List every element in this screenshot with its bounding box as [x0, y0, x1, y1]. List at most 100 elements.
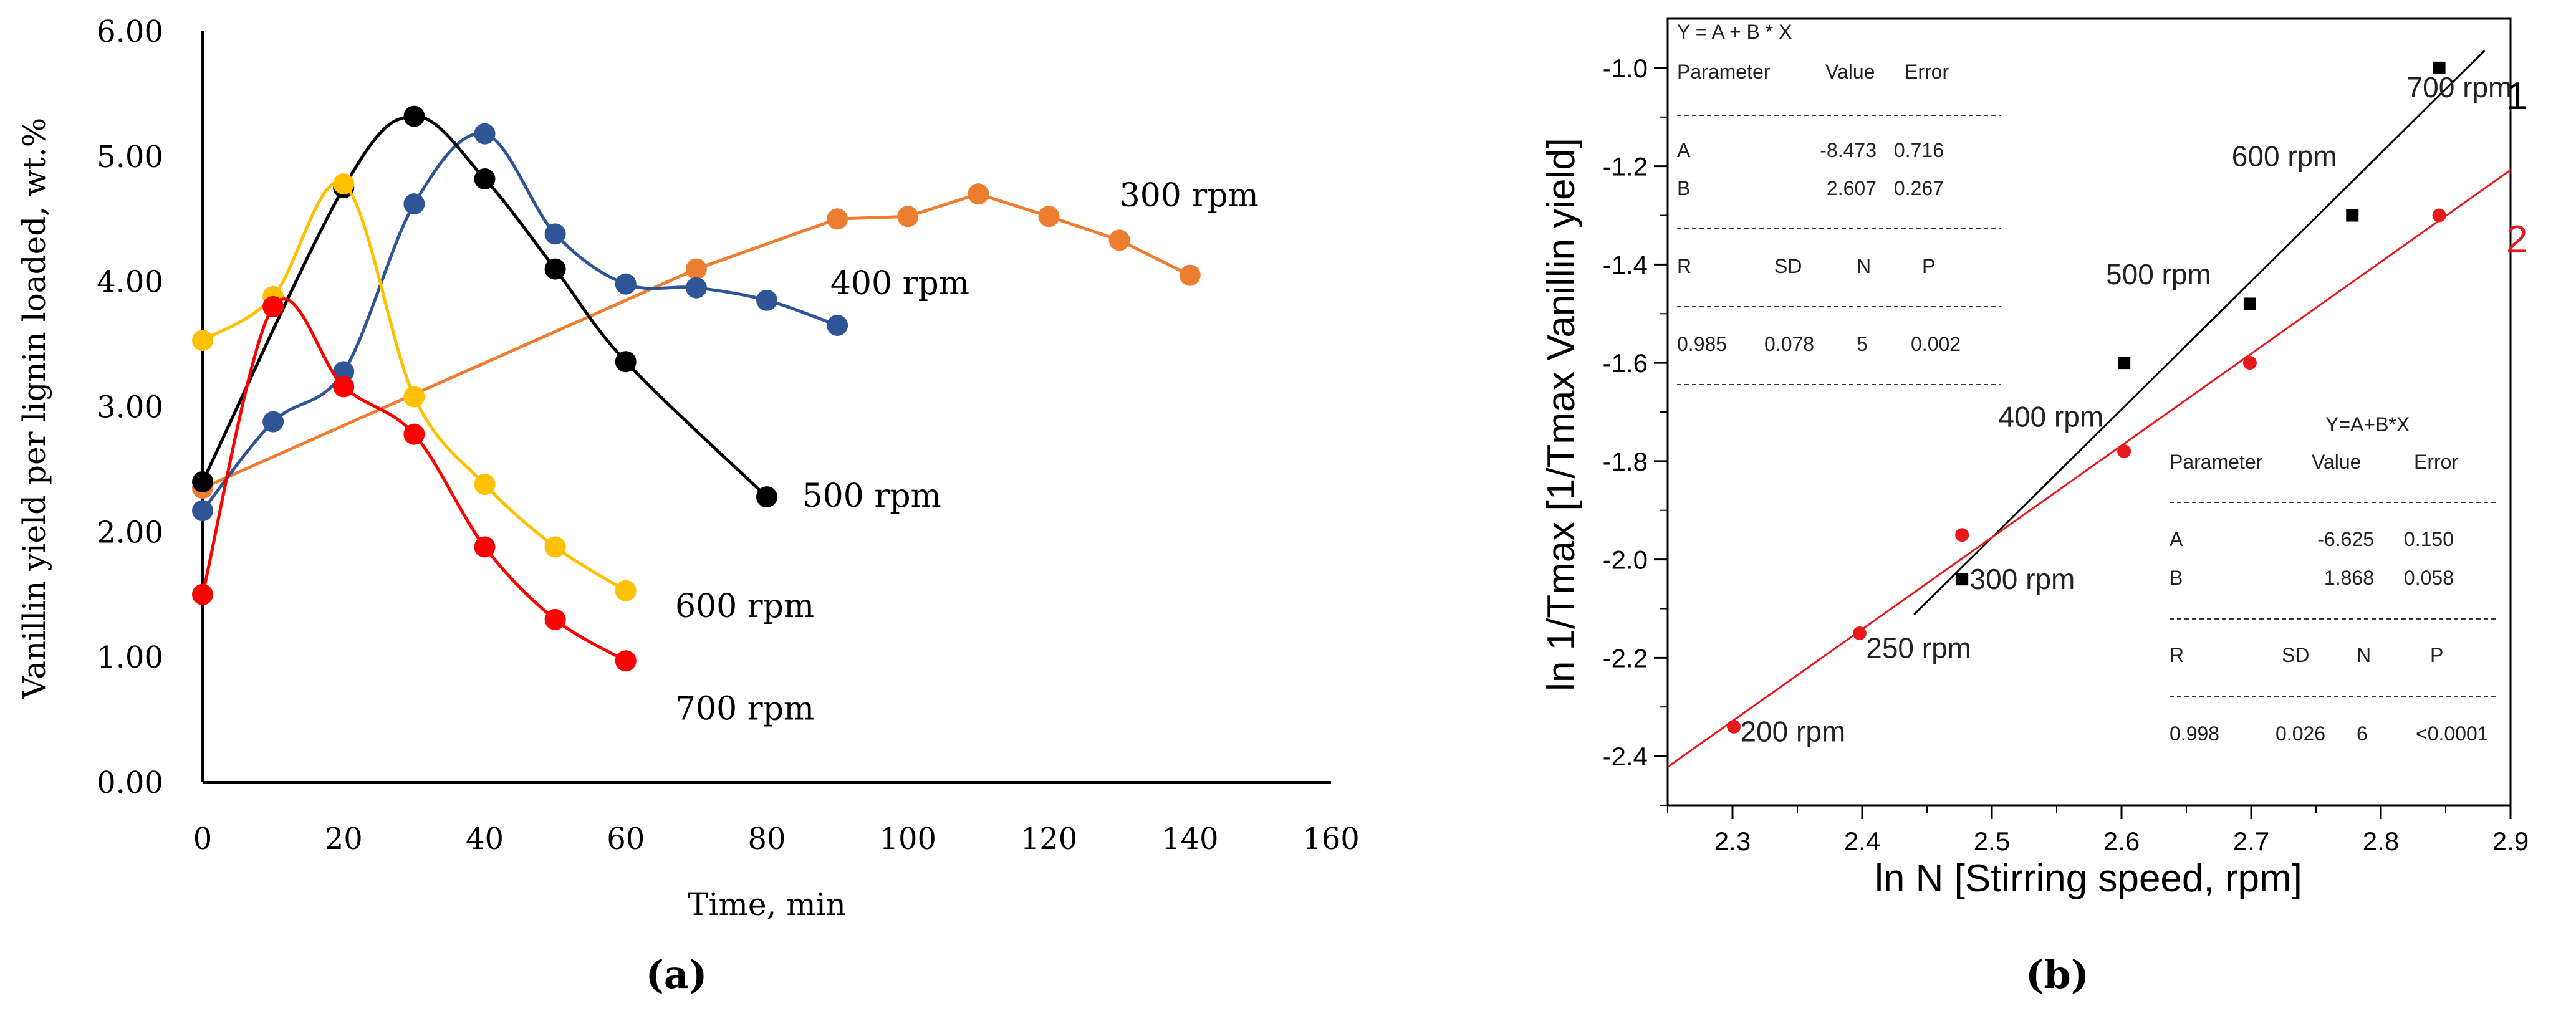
fit-table-1-header-param: Parameter	[1677, 60, 1771, 83]
chart-a-x-tick-label: 80	[747, 822, 786, 856]
chart-a-x-tick-label: 0	[193, 822, 213, 856]
data-point-400-rpm	[685, 277, 707, 299]
point-label: 250 rpm	[1866, 631, 1971, 664]
data-point-700-rpm	[333, 376, 355, 398]
fit-table-1-header-sd: SD	[1774, 255, 1802, 277]
data-point-600-rpm	[333, 173, 355, 195]
chart-b-y-tick-label: -2.4	[1603, 742, 1648, 771]
fit-table-1-header-error: Error	[1905, 60, 1949, 83]
point-label: 300 rpm	[1970, 563, 2075, 595]
data-point-600-rpm	[544, 536, 566, 558]
data-point-400-rpm	[192, 500, 213, 522]
chart-a-x-tick-label: 20	[325, 822, 363, 856]
fit-table-1-row-a-value: -8.473	[1820, 139, 1877, 161]
chart-b-x-tick-label: 2.9	[2492, 827, 2529, 856]
data-point-400-rpm	[474, 123, 496, 145]
series-annotation: 700 rpm	[675, 691, 814, 728]
data-point-700-rpm	[192, 583, 213, 605]
fit-table-2-header-error: Error	[2414, 451, 2458, 473]
data-point-series-2	[2242, 356, 2257, 370]
data-point-series-1	[2243, 297, 2256, 310]
fit-table-2-header-value: Value	[2312, 451, 2361, 473]
fit-table-1-header-r: R	[1677, 255, 1691, 277]
data-point-400-rpm	[262, 411, 284, 433]
data-point-400-rpm	[544, 223, 566, 245]
data-point-series-1	[2433, 61, 2446, 74]
chart-a-x-axis-label: Time, min	[688, 886, 846, 923]
chart-a-y-tick-label: 4.00	[97, 265, 163, 300]
chart-b: -2.4 -2.2 -2.0 -1.8 -1.6 -1.4 -1.2 -1.0 2.3 2.4 2…	[1540, 17, 2529, 997]
chart-b-y-tick-label: -1.4	[1603, 250, 1648, 279]
data-point-700-rpm	[615, 650, 637, 672]
fit-table-2-row-a-error: 0.150	[2404, 528, 2454, 550]
data-point-700-rpm	[544, 608, 566, 630]
fit-table-2-stat-p: <0.0001	[2416, 722, 2489, 745]
series-line-400-rpm	[201, 132, 838, 512]
data-point-400-rpm	[403, 193, 425, 215]
fit-table-1-row-b-value: 2.607	[1827, 177, 1877, 199]
fit-table-1-stat-r: 0.985	[1677, 333, 1727, 355]
chart-b-x-tick-label: 2.8	[2363, 827, 2399, 856]
data-point-300-rpm	[1038, 206, 1060, 228]
fit-table-2-header-param: Parameter	[2170, 451, 2263, 473]
fit-table-2-header-sd: SD	[2282, 644, 2309, 666]
data-point-500-rpm	[403, 105, 425, 127]
data-point-300-rpm	[1179, 264, 1201, 286]
fit-table-2-header-p: P	[2430, 644, 2443, 666]
fit-table-1-stat-sd: 0.078	[1764, 333, 1814, 355]
fit-table-1-row-b-name: B	[1677, 177, 1690, 199]
chart-a-x-tick-label: 100	[879, 822, 936, 856]
data-point-500-rpm	[474, 168, 496, 189]
fit-table-1-stat-p: 0.002	[1911, 333, 1961, 355]
data-point-series-2	[1955, 528, 1969, 542]
chart-a-y-axis-label: Vanillin yield per lignin loaded, wt.%	[16, 118, 52, 700]
data-point-400-rpm	[333, 361, 355, 383]
data-point-series-1	[1956, 573, 1969, 586]
fit-table-1-header-p: P	[1922, 255, 1935, 277]
fit-table-1-row-b-error: 0.267	[1894, 177, 1944, 199]
point-label: 700 rpm	[2407, 71, 2512, 103]
series-line-700-rpm	[201, 297, 627, 663]
chart-b-y-tick-label: -1.0	[1603, 54, 1648, 83]
chart-a-y-tick-label: 1.00	[97, 640, 163, 675]
fit-table-1-row-a-name: A	[1677, 139, 1691, 161]
series-line-300-rpm	[201, 192, 1191, 490]
data-point-700-rpm	[474, 536, 496, 558]
fit-table-2-stat-sd: 0.026	[2276, 722, 2325, 745]
fit-table-2-row-b-error: 0.058	[2404, 567, 2454, 589]
data-point-300-rpm	[897, 206, 919, 228]
data-point-400-rpm	[615, 273, 637, 295]
data-point-400-rpm	[827, 314, 848, 336]
chart-a-x-tick-label: 40	[466, 822, 504, 856]
chart-a-y-tick-label: 5.00	[97, 140, 163, 175]
series-1-label: 1	[2506, 75, 2527, 118]
chart-b-y-tick-label: -2.2	[1603, 643, 1648, 673]
fit-table-2-header-n: N	[2357, 644, 2371, 666]
data-point-series-2	[2432, 208, 2446, 223]
chart-b-y-tick-label: -1.8	[1603, 447, 1648, 476]
data-point-series-2	[1852, 626, 1867, 640]
data-point-series-1	[2346, 209, 2359, 222]
data-point-600-rpm	[403, 386, 425, 408]
fit-table-2-row-a-value: -6.625	[2317, 528, 2374, 550]
data-point-series-2	[2117, 444, 2131, 459]
fit-table-2: Y=A+B*X Parameter Value Error A -6.625 0…	[2170, 413, 2499, 745]
data-point-300-rpm	[968, 183, 989, 205]
chart-a-y-tick-label: 0.00	[97, 765, 163, 800]
chart-a-x-tick-label: 160	[1302, 822, 1360, 856]
data-point-500-rpm	[192, 471, 213, 492]
point-label: 400 rpm	[1998, 401, 2103, 433]
chart-b-x-tick-label: 2.6	[2103, 827, 2140, 856]
point-label: 600 rpm	[2232, 140, 2337, 173]
chart-b-x-axis-label: ln N [Stirring speed, rpm]	[1875, 857, 2302, 900]
fit-table-2-equation: Y=A+B*X	[2325, 413, 2410, 436]
data-point-300-rpm	[1108, 229, 1130, 251]
fit-table-2-row-a-name: A	[2170, 528, 2183, 550]
point-label: 500 rpm	[2106, 258, 2211, 290]
chart-b-y-tick-label: -2.0	[1603, 545, 1648, 575]
chart-a-x-tick-label: 140	[1161, 822, 1219, 856]
series-annotation: 500 rpm	[802, 477, 941, 515]
series-annotation: 300 rpm	[1120, 177, 1259, 214]
chart-a-x-tick-label: 60	[607, 822, 645, 856]
fit-table-2-row-b-name: B	[2170, 567, 2183, 589]
